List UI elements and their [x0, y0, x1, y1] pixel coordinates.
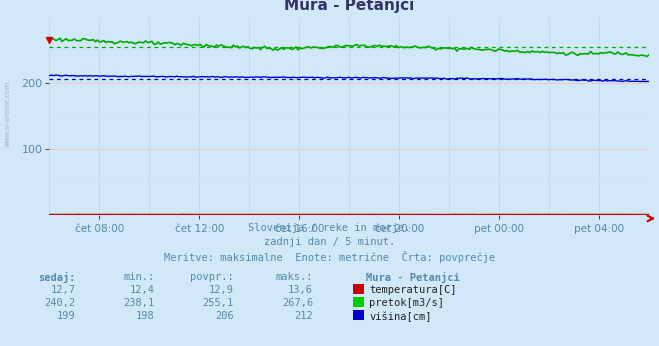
Text: 12,7: 12,7 — [51, 285, 76, 295]
Text: 198: 198 — [136, 311, 155, 321]
Text: 238,1: 238,1 — [124, 298, 155, 308]
Text: 12,9: 12,9 — [209, 285, 234, 295]
Text: povpr.:: povpr.: — [190, 272, 234, 282]
Text: 199: 199 — [57, 311, 76, 321]
Text: temperatura[C]: temperatura[C] — [369, 285, 457, 295]
Text: 255,1: 255,1 — [203, 298, 234, 308]
Text: pretok[m3/s]: pretok[m3/s] — [369, 298, 444, 308]
Text: 212: 212 — [295, 311, 313, 321]
Text: Mura - Petanjci: Mura - Petanjci — [366, 272, 459, 283]
Text: 206: 206 — [215, 311, 234, 321]
Text: 240,2: 240,2 — [45, 298, 76, 308]
Text: www.si-vreme.com: www.si-vreme.com — [5, 81, 11, 147]
Text: sedaj:: sedaj: — [38, 272, 76, 283]
Text: 267,6: 267,6 — [282, 298, 313, 308]
Text: min.:: min.: — [124, 272, 155, 282]
Text: 13,6: 13,6 — [288, 285, 313, 295]
Text: zadnji dan / 5 minut.: zadnji dan / 5 minut. — [264, 237, 395, 247]
Text: maks.:: maks.: — [275, 272, 313, 282]
Text: Meritve: maksimalne  Enote: metrične  Črta: povprečje: Meritve: maksimalne Enote: metrične Črta… — [164, 251, 495, 263]
Text: 12,4: 12,4 — [130, 285, 155, 295]
Text: višina[cm]: višina[cm] — [369, 311, 432, 322]
Title: Mura - Petanjci: Mura - Petanjci — [284, 0, 415, 13]
Text: Slovenija / reke in morje.: Slovenija / reke in morje. — [248, 223, 411, 233]
